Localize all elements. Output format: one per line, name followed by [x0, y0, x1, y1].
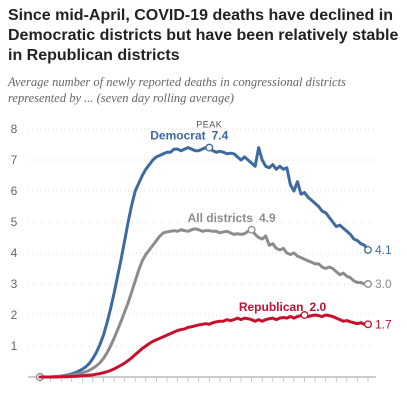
y-tick-label: 7 [11, 153, 18, 167]
democrat-end-marker [364, 245, 372, 254]
republican-series-name: Republican [239, 300, 304, 314]
all-districts-label: All districts 4.9 [188, 211, 276, 225]
all-end-label: 3.0 [375, 277, 392, 291]
y-tick-label: 6 [11, 184, 18, 198]
all-peak-value: 4.9 [259, 211, 276, 225]
y-tick-label: 1 [11, 339, 18, 353]
all-end-marker [364, 280, 372, 288]
democrat-end-label: 4.1 [375, 243, 392, 257]
all-series-name: All districts [188, 211, 254, 225]
democrat-series-line [38, 146, 370, 379]
y-tick-label: 3 [11, 277, 18, 291]
republican-peak-marker [300, 311, 309, 319]
chart-title: Since mid-April, COVID-19 deaths have de… [8, 7, 399, 64]
democrat-peak-value: 7.4 [212, 129, 229, 143]
democrat-series-name: Democrat [150, 129, 205, 143]
democrat-label: Democrat 7.4 [150, 129, 228, 143]
chart-subtitle: Average number of newly reported deaths … [8, 75, 346, 105]
republican-peak-value: 2.0 [310, 300, 327, 314]
peak-annotation: PEAK [196, 120, 222, 130]
all-peak-marker [247, 225, 256, 234]
y-tick-label: 4 [11, 246, 18, 260]
all-series-line [38, 227, 370, 379]
republican-end-marker [364, 320, 372, 329]
republican-series-line [38, 313, 370, 379]
y-tick-label: 8 [11, 122, 18, 136]
republican-end-label: 1.7 [375, 317, 392, 331]
democrat-peak-marker [205, 143, 214, 152]
y-tick-label: 2 [11, 308, 18, 322]
republican-label: Republican 2.0 [239, 300, 327, 314]
y-tick-label: 5 [11, 215, 18, 229]
